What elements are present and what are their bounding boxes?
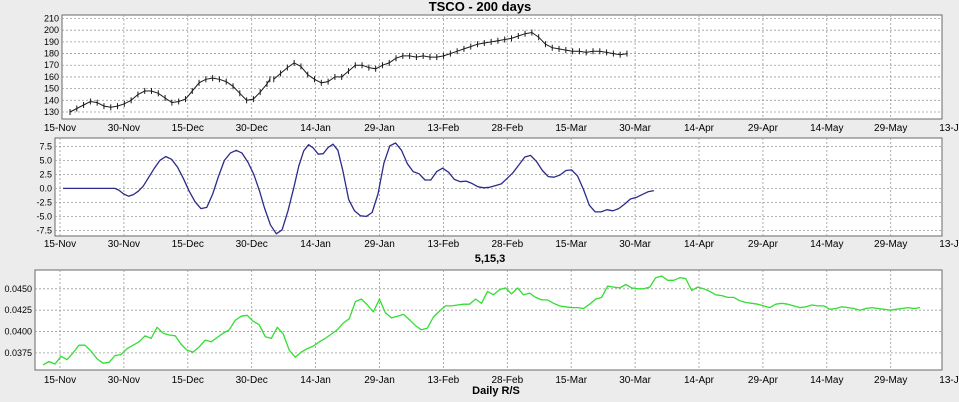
oscillator-panel: -7.5-5.0-2.50.02.55.07.5 15-Nov 30-Nov 15-… xyxy=(36,137,959,250)
x-tick-label: 29-Apr xyxy=(748,123,779,134)
x-tick-label: 30-Nov xyxy=(108,239,140,250)
x-tick-label: 30-Dec xyxy=(236,375,268,386)
x-tick-label: 13-Jun xyxy=(939,123,959,134)
y-tick-label: 7.5 xyxy=(39,141,52,151)
y-tick-label: 200 xyxy=(44,25,59,35)
y-tick-label: 0.0 xyxy=(39,183,52,193)
y-tick-label: 180 xyxy=(44,49,59,59)
y-tick-label: -7.5 xyxy=(36,225,52,235)
x-tick-label: 28-Feb xyxy=(491,239,523,250)
x-tick-label: 29-Jan xyxy=(364,239,395,250)
y-tick-label: 150 xyxy=(44,84,59,94)
price-series xyxy=(69,29,628,115)
x-tick-label: 29-Apr xyxy=(748,375,779,386)
x-tick-label: 15-Nov xyxy=(44,123,76,134)
oscillator-x-axis: 15-Nov 30-Nov 15-Dec 30-Dec 14-Jan 29-Jan 13-F… xyxy=(44,239,959,250)
y-tick-label: 170 xyxy=(44,60,59,70)
oscillator-series xyxy=(63,142,655,235)
y-tick-label: -2.5 xyxy=(36,197,52,207)
x-tick-label: 15-Mar xyxy=(555,375,587,386)
x-tick-label: 15-Dec xyxy=(172,375,204,386)
x-tick-label: 13-Feb xyxy=(428,239,460,250)
x-tick-label: 29-Apr xyxy=(748,239,779,250)
y-tick-label: 0.0375 xyxy=(4,348,32,358)
x-tick-label: 30-Mar xyxy=(619,375,651,386)
x-tick-label: 29-Jan xyxy=(364,375,395,386)
x-tick-label: 30-Dec xyxy=(236,123,268,134)
x-tick-label: 14-Jan xyxy=(300,239,331,250)
x-tick-label: 13-Feb xyxy=(428,123,460,134)
y-tick-label: 130 xyxy=(44,107,59,117)
x-tick-label: 28-Feb xyxy=(491,375,523,386)
ratio-chart-title: Daily R/S xyxy=(472,385,520,397)
y-tick-label: 140 xyxy=(44,95,59,105)
x-tick-label: 14-Jan xyxy=(300,123,331,134)
y-tick-label: 0.0400 xyxy=(4,327,32,337)
ratio-line xyxy=(42,275,921,366)
y-tick-label: 2.5 xyxy=(39,169,52,179)
oscillator-grid xyxy=(55,138,942,236)
x-tick-label: 29-May xyxy=(874,375,907,386)
y-tick-label: 160 xyxy=(44,72,59,82)
x-tick-label: 15-Dec xyxy=(172,123,204,134)
x-tick-label: 14-Apr xyxy=(684,375,715,386)
x-tick-label: 15-Nov xyxy=(44,239,76,250)
oscillator-plot-area xyxy=(54,137,943,237)
x-tick-label: 13-Feb xyxy=(428,375,460,386)
x-tick-label: 14-Apr xyxy=(684,239,715,250)
x-tick-label: 14-Jan xyxy=(300,375,331,386)
x-tick-label: 29-May xyxy=(874,239,907,250)
price-x-axis: 15-Nov 30-Nov 15-Dec 30-Dec 14-Jan 29-Jan 13-F… xyxy=(44,123,959,134)
y-tick-label: 210 xyxy=(44,14,59,24)
x-tick-label: 29-Jan xyxy=(364,123,395,134)
x-tick-label: 14-Apr xyxy=(684,123,715,134)
x-tick-label: 30-Mar xyxy=(619,123,651,134)
x-tick-label: 15-Mar xyxy=(555,239,587,250)
ratio-x-axis: 15-Nov 30-Nov 15-Dec 30-Dec 14-Jan 29-Jan 13-F… xyxy=(44,375,959,386)
price-grid xyxy=(62,15,942,119)
y-tick-label: 5.0 xyxy=(39,155,52,165)
x-tick-label: 28-Feb xyxy=(491,123,523,134)
y-tick-label: 190 xyxy=(44,37,59,47)
x-tick-label: 30-Dec xyxy=(236,239,268,250)
x-tick-label: 14-May xyxy=(810,123,843,134)
x-tick-label: 30-Nov xyxy=(108,375,140,386)
y-tick-label: 0.0450 xyxy=(4,284,32,294)
x-tick-label: 13-Jun xyxy=(939,375,959,386)
x-tick-label: 30-Nov xyxy=(108,123,140,134)
x-tick-label: 13-Jun xyxy=(939,239,959,250)
oscillator-line xyxy=(63,142,655,235)
x-tick-label: 29-May xyxy=(874,123,907,134)
oscillator-y-axis: -7.5 -5.0 -2.5 0.0 2.5 5.0 7.5 xyxy=(36,141,52,235)
ratio-series xyxy=(42,275,921,366)
price-plot-area xyxy=(61,14,943,120)
ratio-plot-area xyxy=(34,269,943,371)
x-tick-label: 30-Mar xyxy=(619,239,651,250)
ratio-y-axis: 0.0375 0.0400 0.0425 0.0450 xyxy=(4,284,32,358)
y-tick-label: -5.0 xyxy=(36,211,52,221)
x-tick-label: 15-Dec xyxy=(172,239,204,250)
x-tick-label: 14-May xyxy=(810,239,843,250)
x-tick-label: 15-Mar xyxy=(555,123,587,134)
price-chart-title: TSCO - 200 days xyxy=(429,0,532,14)
x-tick-label: 14-May xyxy=(810,375,843,386)
oscillator-chart-title: 5,15,3 xyxy=(475,253,506,265)
y-tick-label: 0.0425 xyxy=(4,305,32,315)
x-tick-label: 15-Nov xyxy=(44,375,76,386)
